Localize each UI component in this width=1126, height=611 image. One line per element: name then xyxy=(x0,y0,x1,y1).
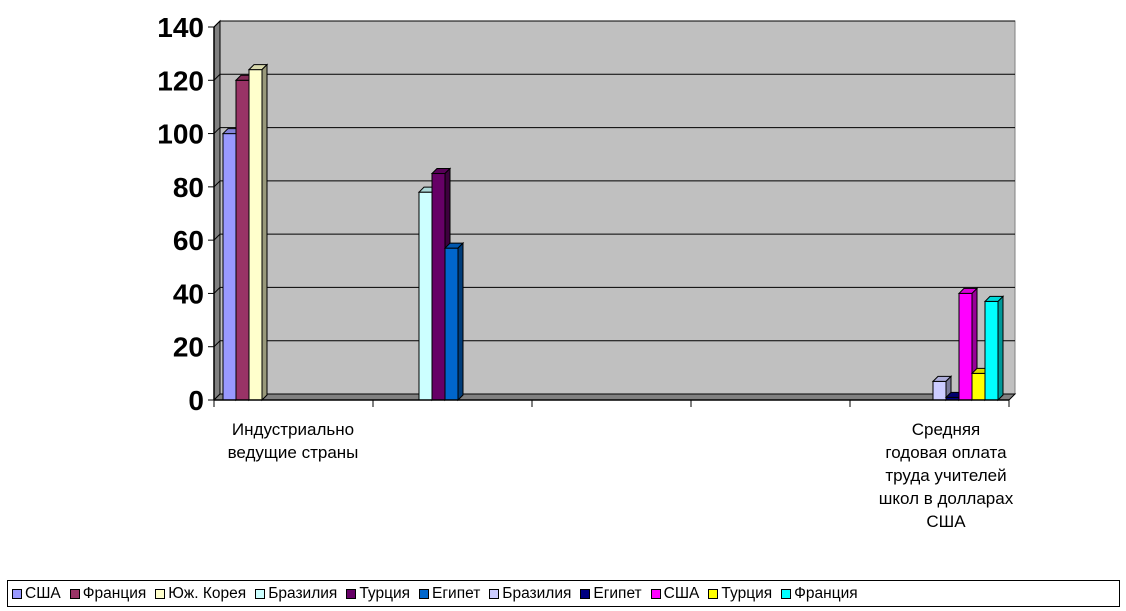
legend-item: США xyxy=(650,584,700,603)
y-tick-label: 0 xyxy=(188,385,204,416)
legend-label: Юж. Корея xyxy=(168,584,247,602)
bar xyxy=(931,375,953,402)
legend-label: Египет xyxy=(593,584,642,602)
legend-item: Франция xyxy=(781,585,858,603)
gridline xyxy=(213,180,1015,188)
legend-item: Франция xyxy=(69,584,147,603)
plot-back-wall xyxy=(219,20,1016,395)
y-tick-label: 120 xyxy=(157,65,204,96)
axes xyxy=(208,26,1010,407)
y-tick-label: 20 xyxy=(173,332,204,363)
legend-label: США xyxy=(25,584,61,602)
legend-item: Бразилия xyxy=(489,585,571,603)
legend-label: Франция xyxy=(82,584,147,602)
bar xyxy=(983,295,1005,402)
legend-swatch xyxy=(650,588,661,599)
legend-label: Турция xyxy=(359,584,411,602)
legend-item: Бразилия xyxy=(255,585,337,603)
bar-chart: 0 20 40 60 80 100 120 140 Индустриально ведущие с… xyxy=(157,12,1017,531)
gridline xyxy=(213,340,1015,348)
gridline xyxy=(213,127,1015,134)
y-tick-label: 80 xyxy=(173,172,204,203)
y-tick-label: 140 xyxy=(157,12,204,43)
legend-item: Египет xyxy=(580,584,642,603)
legend-label: Бразилия xyxy=(502,584,572,602)
legend-swatch xyxy=(255,588,266,599)
legend-swatch xyxy=(708,588,719,599)
category-label: Средняя годовая оплата труда учителей школ … xyxy=(879,420,1014,531)
bar xyxy=(247,63,269,402)
legend-swatch xyxy=(346,588,357,599)
gridline xyxy=(213,233,1015,241)
legend-swatch xyxy=(781,588,792,599)
gridline xyxy=(213,73,1015,81)
legend-label: Бразилия xyxy=(268,584,338,602)
legend-swatch xyxy=(489,588,500,599)
plot-area xyxy=(212,19,1017,402)
axis-labels: 0 20 40 60 80 100 120 140 Индустриально ведущие с… xyxy=(157,12,1013,531)
legend-swatch xyxy=(69,588,80,599)
legend-item: Турция xyxy=(346,585,410,603)
legend-label: Египет xyxy=(432,584,481,602)
plot-floor xyxy=(212,393,1017,401)
legend: США Франция Юж. Корея Бразилия Турция Египет Б… xyxy=(7,580,1120,607)
legend-swatch xyxy=(155,588,166,599)
gridline xyxy=(213,286,1015,294)
gridlines xyxy=(213,20,1015,348)
bar xyxy=(430,167,452,402)
y-tick-label: 100 xyxy=(157,119,204,150)
legend-item: США xyxy=(12,585,61,603)
legend-label: Турция xyxy=(721,584,773,602)
legend-item: Египет xyxy=(419,585,480,603)
bar xyxy=(443,241,465,402)
legend-label: США xyxy=(663,584,700,602)
legend-item: Турция xyxy=(708,585,772,603)
gridline xyxy=(213,20,1015,28)
legend-item: Юж. Корея xyxy=(155,585,246,603)
category-label: Индустриально ведущие страны xyxy=(228,420,359,462)
legend-label: Франция xyxy=(794,584,858,602)
legend-swatch xyxy=(419,588,430,599)
y-tick-label: 40 xyxy=(173,278,204,309)
y-tick-label: 60 xyxy=(173,225,204,256)
legend-swatch xyxy=(580,588,591,599)
legend-swatch xyxy=(12,588,22,599)
